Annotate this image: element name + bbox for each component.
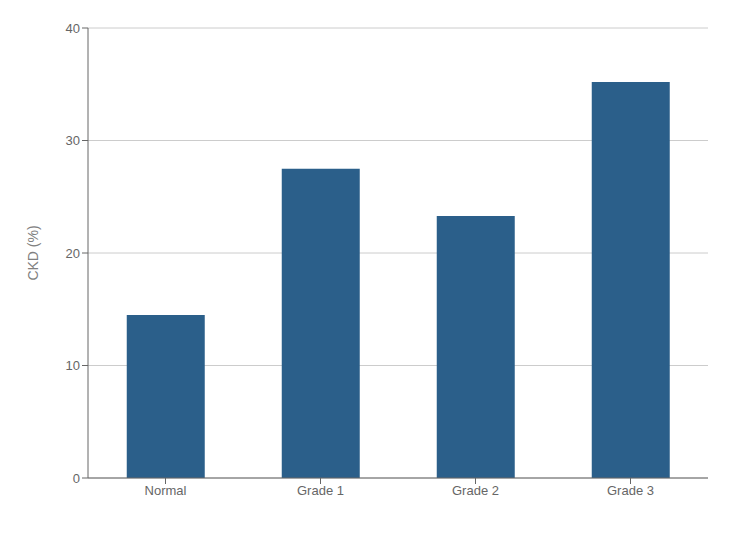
svg-text:Normal: Normal [145,483,187,498]
svg-text:30: 30 [66,133,80,148]
svg-text:20: 20 [66,246,80,261]
svg-text:Grade 1: Grade 1 [297,483,344,498]
svg-text:CKD (%): CKD (%) [25,225,41,280]
svg-text:Grade 3: Grade 3 [607,483,654,498]
svg-text:40: 40 [66,21,80,36]
svg-text:10: 10 [66,358,80,373]
svg-text:0: 0 [73,471,80,486]
svg-text:Grade 2: Grade 2 [452,483,499,498]
